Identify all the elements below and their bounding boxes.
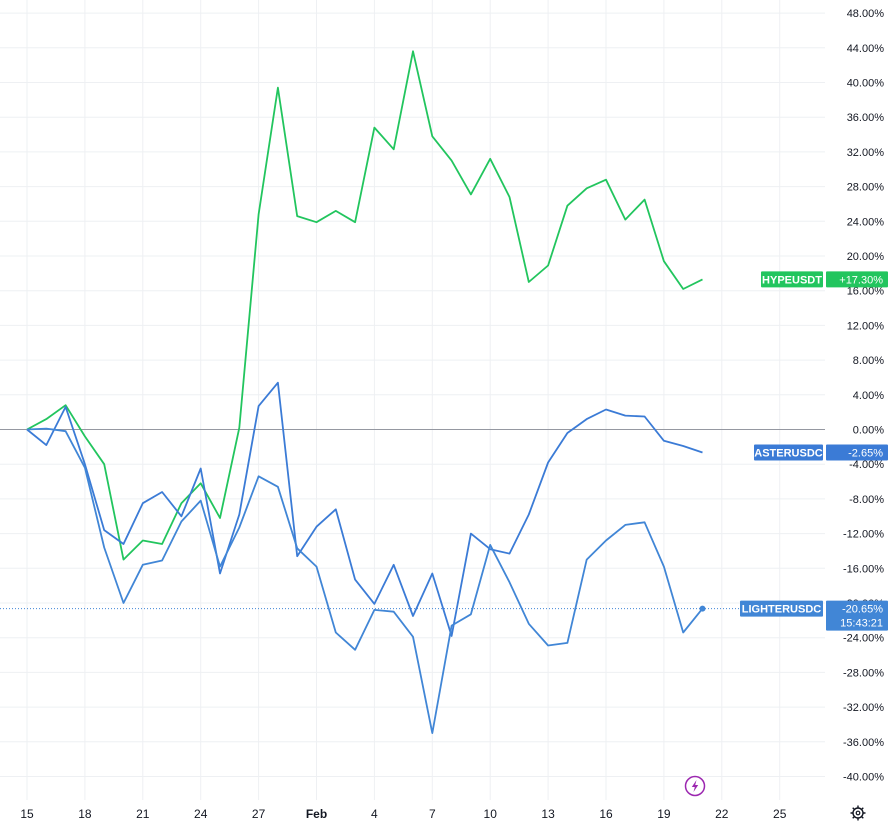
x-axis: 15 18 21 24 27 Feb 4 7 10 13 16 19 22 25 xyxy=(20,807,786,821)
series-line-asterusdc xyxy=(26,381,703,637)
x-tick-label: 21 xyxy=(136,807,150,821)
y-axis: 48.00% 44.00% 40.00% 36.00% 32.00% 28.00% 24.0… xyxy=(843,8,884,783)
series-tag-hypeusdt: HYPEUSDT +17.30% xyxy=(761,271,888,288)
y-tick-label: 0.00% xyxy=(853,425,884,437)
x-tick-label: 7 xyxy=(429,807,436,821)
y-tick-label: -8.00% xyxy=(849,494,884,506)
x-tick-label: 16 xyxy=(599,807,613,821)
series-tag-asterusdc: ASTERUSDC -2.65% xyxy=(754,444,888,461)
x-tick-label: 25 xyxy=(773,807,787,821)
x-tick-label: 4 xyxy=(371,807,378,821)
x-tick-label: 13 xyxy=(541,807,555,821)
y-tick-label: 36.00% xyxy=(847,112,885,124)
countdown-label: 15:43:21 xyxy=(840,618,883,630)
y-tick-label: -16.00% xyxy=(843,563,884,575)
x-tick-label: 24 xyxy=(194,807,208,821)
series-tag-name: ASTERUSDC xyxy=(754,447,823,459)
x-tick-label: 10 xyxy=(484,807,498,821)
y-tick-label: 16.00% xyxy=(847,286,885,298)
y-tick-label: 48.00% xyxy=(847,8,885,20)
x-tick-label: 19 xyxy=(657,807,671,821)
series-tag-lighterusdc: LIGHTERUSDC -20.65% 15:43:21 xyxy=(740,600,888,631)
gear-icon[interactable] xyxy=(850,805,866,821)
x-tick-label: 22 xyxy=(715,807,729,821)
series-tag-value: -2.65% xyxy=(848,447,883,459)
y-tick-label: 44.00% xyxy=(847,43,885,55)
series-tag-name: HYPEUSDT xyxy=(762,274,822,286)
y-tick-label: -4.00% xyxy=(849,459,884,471)
lightning-icon[interactable] xyxy=(684,775,706,797)
y-tick-label: 28.00% xyxy=(847,182,885,194)
y-tick-label: 8.00% xyxy=(853,355,884,367)
y-tick-label: 40.00% xyxy=(847,78,885,90)
series-tag-value: -20.65% xyxy=(842,604,883,616)
x-tick-label: Feb xyxy=(306,807,327,821)
y-tick-label: 12.00% xyxy=(847,320,885,332)
series-tag-value: +17.30% xyxy=(839,274,883,286)
y-tick-label: -32.00% xyxy=(843,702,884,714)
y-tick-label: 32.00% xyxy=(847,147,885,159)
y-tick-label: -28.00% xyxy=(843,667,884,679)
y-tick-label: -40.00% xyxy=(843,772,884,784)
series-line-lighterusdc xyxy=(26,427,704,734)
last-point-marker xyxy=(699,605,706,612)
series-layer xyxy=(26,50,706,734)
series-tags: HYPEUSDT +17.30% ASTERUSDC -2.65% LIGHTERUSD… xyxy=(740,271,888,631)
y-tick-label: 24.00% xyxy=(847,216,885,228)
y-tick-label: 4.00% xyxy=(853,390,884,402)
y-tick-label: 20.00% xyxy=(847,251,885,263)
series-line-hypeusdt xyxy=(26,50,703,561)
x-tick-label: 18 xyxy=(78,807,92,821)
y-tick-label: -24.00% xyxy=(843,633,884,645)
x-tick-label: 15 xyxy=(20,807,34,821)
series-tag-name: LIGHTERUSDC xyxy=(742,604,822,616)
x-tick-label: 27 xyxy=(252,807,266,821)
y-tick-label: -12.00% xyxy=(843,529,884,541)
y-tick-label: -36.00% xyxy=(843,737,884,749)
grid xyxy=(0,0,825,800)
